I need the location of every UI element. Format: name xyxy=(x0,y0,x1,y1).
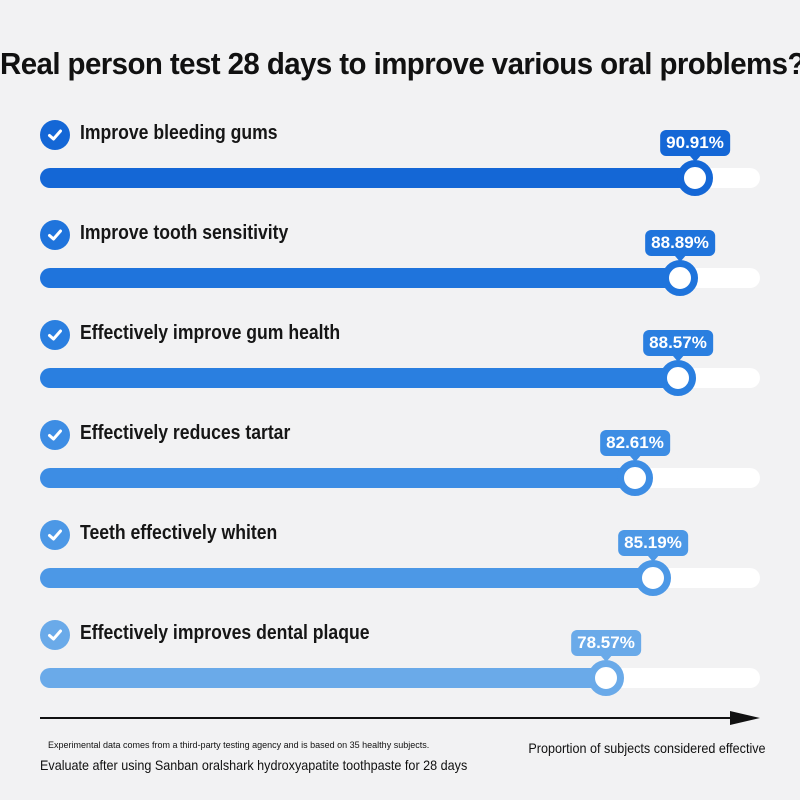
category-label: Effectively reduces tartar xyxy=(80,422,291,444)
method-note: Evaluate after using Sanban oralshark hy… xyxy=(40,757,468,773)
category-label: Teeth effectively whiten xyxy=(80,522,278,544)
x-axis-arrow-icon xyxy=(730,711,760,725)
value-label: 88.89% xyxy=(645,230,715,262)
bar-end-marker xyxy=(662,260,698,296)
bar-end-marker xyxy=(677,160,713,196)
category-label: Improve bleeding gums xyxy=(80,122,278,144)
category-label: Effectively improve gum health xyxy=(80,322,341,344)
value-label: 88.57% xyxy=(643,330,713,362)
check-circle-icon xyxy=(40,620,70,650)
check-circle-icon xyxy=(40,320,70,350)
bar-track: 78.57% xyxy=(40,630,760,696)
bar-fill xyxy=(40,368,678,388)
bar-row: Effectively reduces tartar 82.61% xyxy=(0,420,800,520)
bar-row: Improve bleeding gums 90.91% xyxy=(0,120,800,220)
bar-fill xyxy=(40,568,653,588)
bar-fill xyxy=(40,468,635,488)
bar-track: 90.91% xyxy=(40,130,760,196)
bar-row: Effectively improves dental plaque 78.57% xyxy=(0,620,800,720)
check-circle-icon xyxy=(40,220,70,250)
bar-fill xyxy=(40,268,680,288)
category-label: Improve tooth sensitivity xyxy=(80,222,289,244)
bar-track: 88.57% xyxy=(40,330,760,396)
x-axis-label: Proportion of subjects considered effect… xyxy=(528,740,766,756)
value-label: 82.61% xyxy=(600,430,670,462)
bar-row: Teeth effectively whiten 85.19% xyxy=(0,520,800,620)
chart-title: Real person test 28 days to improve vari… xyxy=(0,46,800,81)
check-circle-icon xyxy=(40,420,70,450)
bar-fill xyxy=(40,668,606,688)
category-label: Effectively improves dental plaque xyxy=(80,622,370,644)
bar-end-marker xyxy=(588,660,624,696)
bar-end-marker xyxy=(635,560,671,596)
check-circle-icon xyxy=(40,120,70,150)
bar-track: 88.89% xyxy=(40,230,760,296)
x-axis-line xyxy=(40,717,738,719)
bar-end-marker xyxy=(660,360,696,396)
value-label: 78.57% xyxy=(571,630,641,662)
bar-end-marker xyxy=(617,460,653,496)
value-label: 85.19% xyxy=(618,530,688,562)
source-note: Experimental data comes from a third-par… xyxy=(48,740,430,750)
bar-track: 85.19% xyxy=(40,530,760,596)
bar-track: 82.61% xyxy=(40,430,760,496)
check-circle-icon xyxy=(40,520,70,550)
bar-fill xyxy=(40,168,695,188)
bar-row: Improve tooth sensitivity 88.89% xyxy=(0,220,800,320)
bar-row: Effectively improve gum health 88.57% xyxy=(0,320,800,420)
value-label: 90.91% xyxy=(660,130,730,162)
